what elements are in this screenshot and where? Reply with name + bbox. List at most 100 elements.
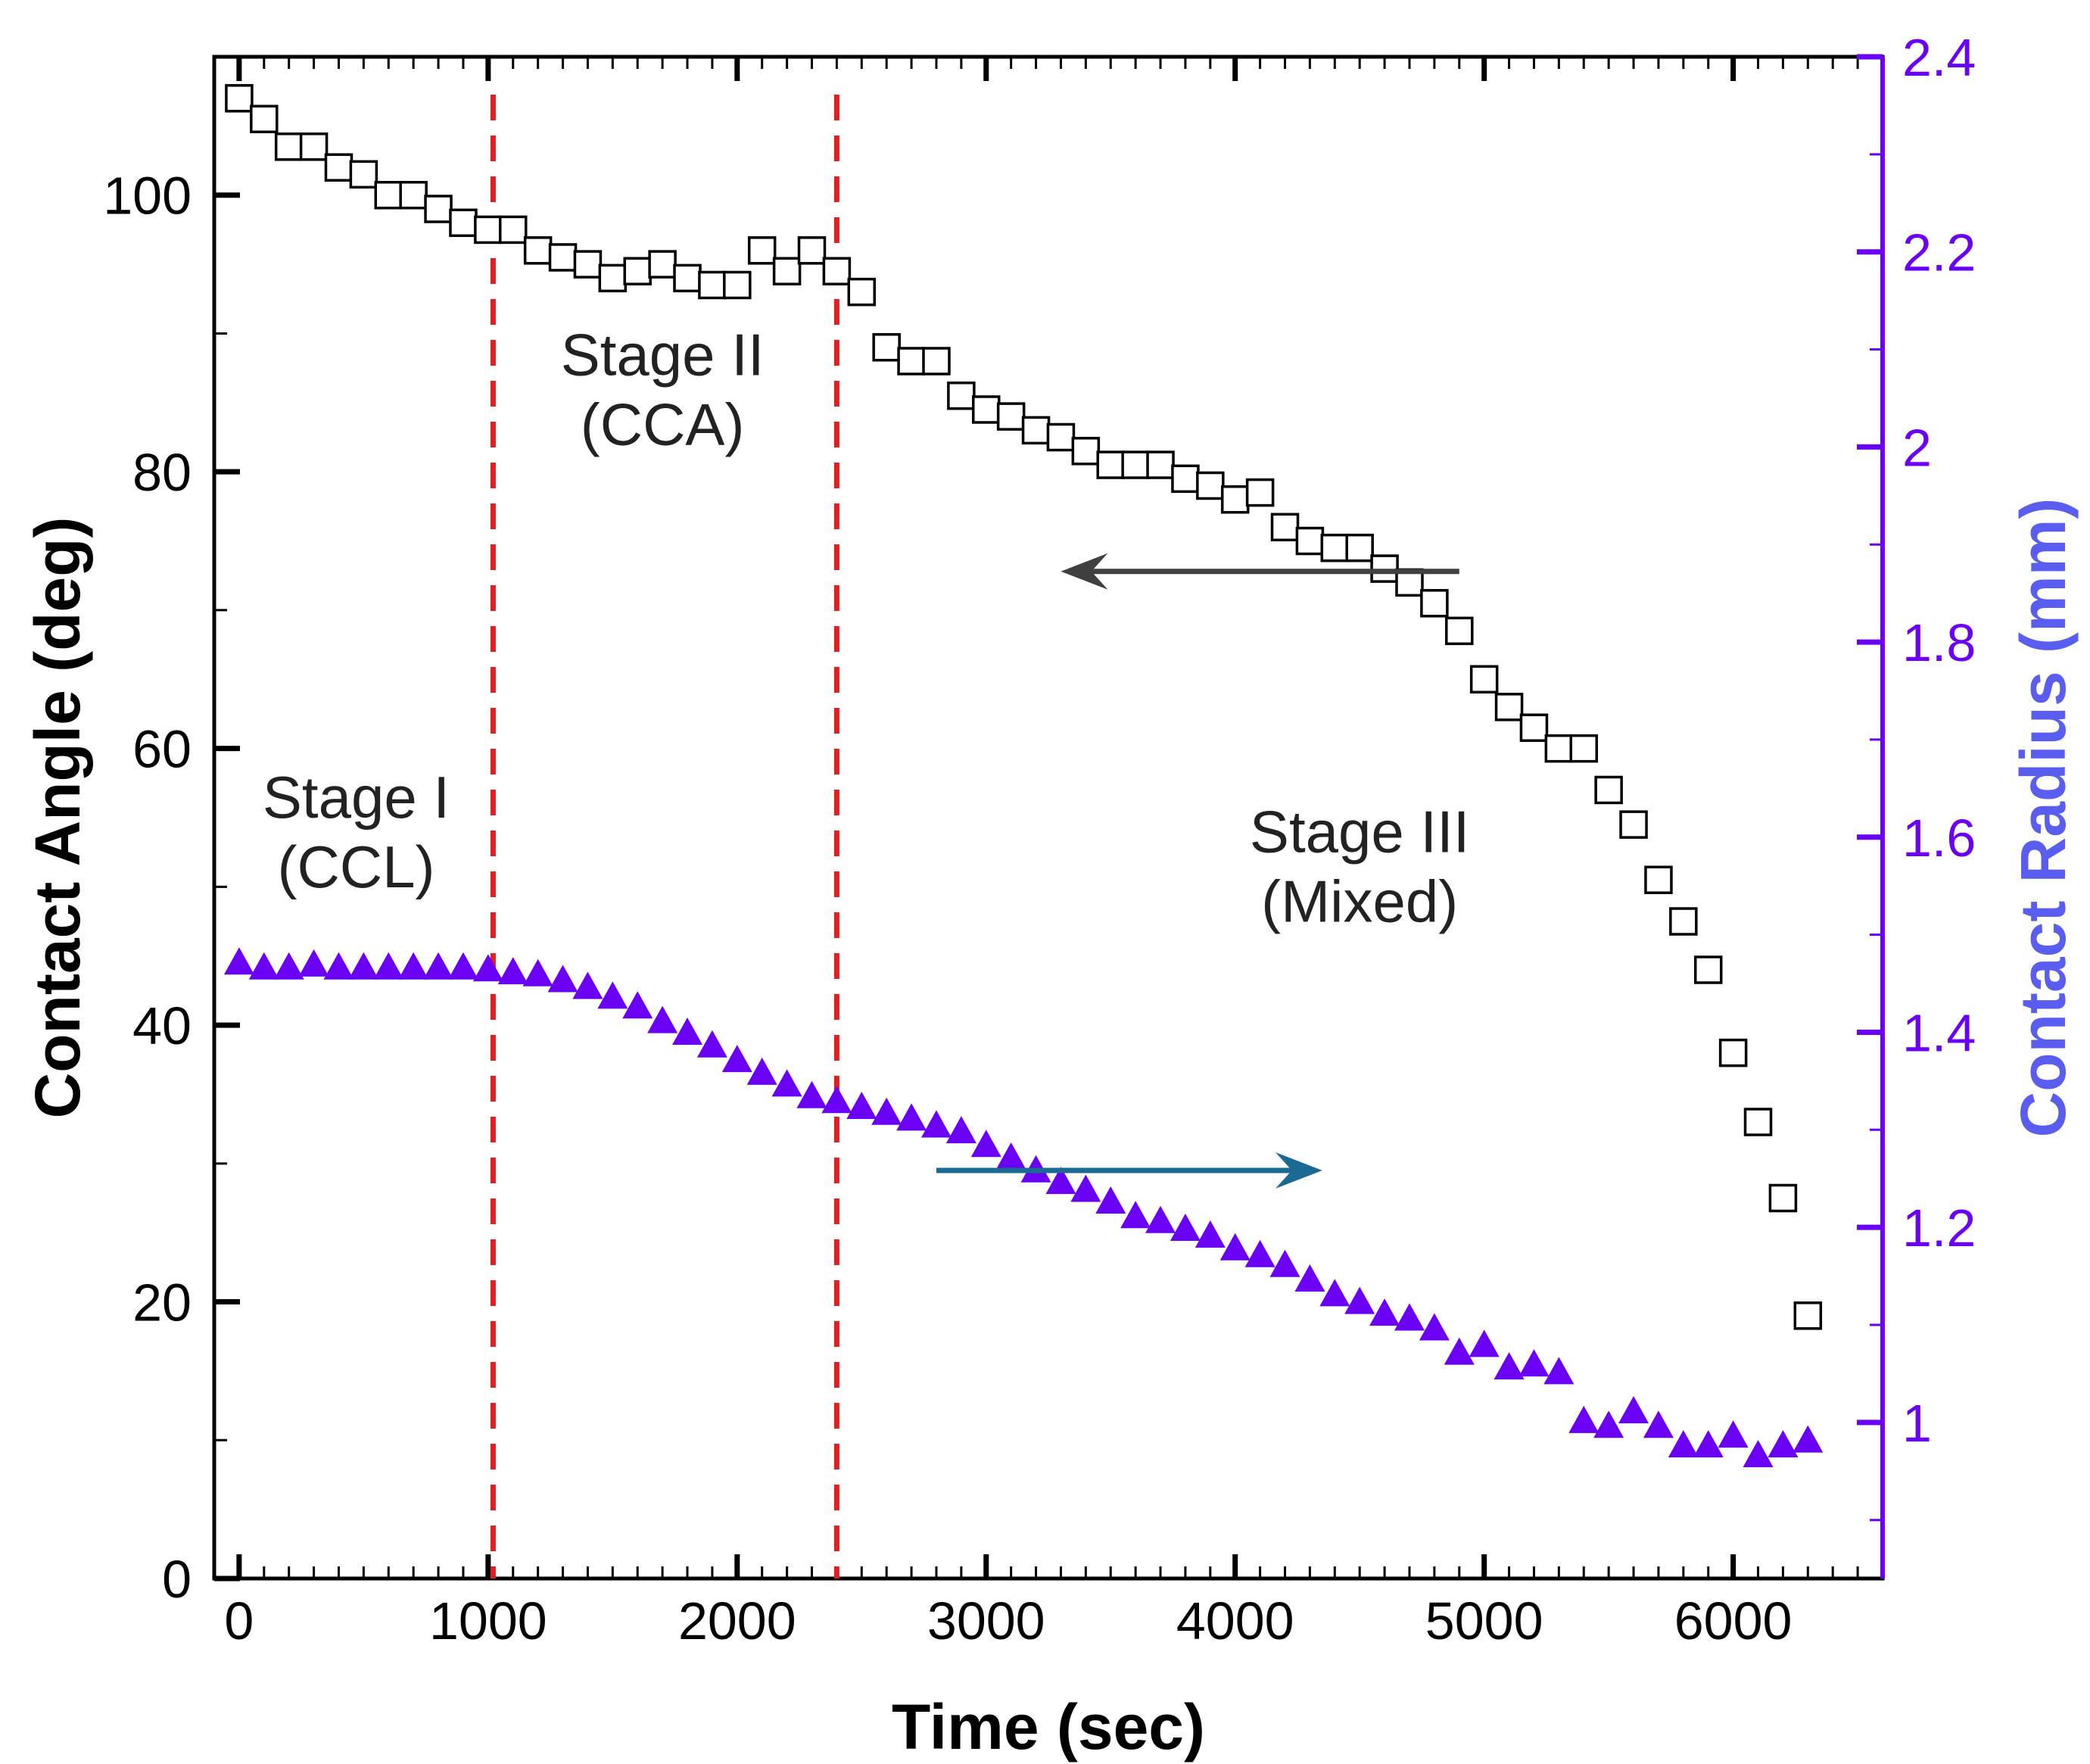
x-axis-ticks: 0 1000 2000 3000 4000 5000 6000 bbox=[224, 57, 1859, 1650]
contact-radius-point bbox=[348, 952, 379, 980]
contact-radius-point bbox=[896, 1103, 927, 1131]
x-tick-label: 3000 bbox=[927, 1591, 1045, 1650]
contact-radius-point bbox=[1593, 1410, 1624, 1438]
contact-angle-point bbox=[723, 270, 752, 300]
contact-radius-point bbox=[1444, 1337, 1475, 1365]
contact-radius-point bbox=[1170, 1214, 1201, 1242]
contact-angle-series bbox=[225, 84, 1823, 1330]
contact-radius-point bbox=[1718, 1420, 1749, 1448]
x-tick-label: 4000 bbox=[1176, 1591, 1294, 1650]
contact-radius-point bbox=[472, 954, 503, 982]
stage-divider-lines bbox=[490, 95, 839, 1579]
contact-radius-point bbox=[273, 952, 304, 980]
contact-radius-point bbox=[1045, 1167, 1076, 1195]
contact-radius-point bbox=[522, 958, 553, 986]
contact-angle-point bbox=[947, 381, 976, 410]
contact-radius-point bbox=[1294, 1264, 1325, 1292]
contact-angle-point bbox=[1743, 1108, 1773, 1136]
contact-radius-point bbox=[1643, 1410, 1674, 1438]
contact-angle-point bbox=[1693, 955, 1723, 984]
contact-angle-point bbox=[1793, 1301, 1823, 1330]
contact-angle-point bbox=[349, 160, 378, 189]
contact-angle-point bbox=[897, 347, 926, 376]
contact-angle-axis-arrow bbox=[1061, 553, 1459, 590]
contact-angle-point bbox=[299, 132, 329, 161]
contact-angle-point bbox=[648, 250, 677, 279]
contact-radius-point bbox=[1244, 1239, 1275, 1267]
x-tick-label: 2000 bbox=[678, 1591, 796, 1650]
contact-radius-point bbox=[622, 991, 653, 1019]
contact-radius-point bbox=[572, 971, 603, 999]
contact-angle-point bbox=[250, 104, 279, 133]
contact-angle-point bbox=[1071, 437, 1101, 466]
y-tick-label: 60 bbox=[132, 720, 192, 779]
y2-tick-label: 1.2 bbox=[1902, 1198, 1976, 1258]
y-tick-label: 80 bbox=[132, 443, 192, 502]
contact-angle-point bbox=[324, 153, 354, 182]
y-axis-right-title: Contact Radius (mm) bbox=[2007, 498, 2079, 1138]
contact-angle-point bbox=[972, 395, 1001, 424]
contact-radius-point bbox=[995, 1142, 1026, 1170]
contact-radius-point bbox=[1419, 1313, 1450, 1341]
x-tick-label: 5000 bbox=[1425, 1591, 1543, 1650]
y2-tick-label: 2.4 bbox=[1902, 28, 1976, 87]
contact-angle-point bbox=[747, 236, 777, 265]
contact-angle-point bbox=[1295, 526, 1325, 556]
contact-angle-point bbox=[772, 257, 802, 285]
contact-radius-point bbox=[1120, 1201, 1151, 1229]
stage-1-label-line: Stage I bbox=[263, 764, 450, 831]
contact-angle-point bbox=[1469, 665, 1499, 694]
contact-angle-point bbox=[523, 236, 553, 265]
contact-radius-point bbox=[323, 952, 354, 980]
arrow-head bbox=[1275, 1152, 1322, 1189]
stage-2-label-line: (CCA) bbox=[581, 391, 745, 457]
contact-angle-point bbox=[673, 263, 702, 293]
contact-angle-point bbox=[548, 243, 578, 272]
y-tick-label: 20 bbox=[132, 1273, 192, 1332]
y-axis-left-ticks: 0 20 40 60 80 100 bbox=[103, 55, 240, 1609]
contact-radius-point bbox=[1518, 1349, 1550, 1377]
contact-angle-point bbox=[623, 257, 652, 285]
x-tick-label: 0 bbox=[224, 1591, 254, 1650]
contact-angle-point bbox=[225, 84, 254, 113]
contact-radius-point bbox=[672, 1018, 703, 1046]
contact-angle-point bbox=[1519, 713, 1549, 742]
contact-radius-point bbox=[1319, 1279, 1350, 1307]
contact-angle-point bbox=[274, 132, 304, 161]
contact-radius-point bbox=[1219, 1233, 1251, 1261]
contact-angle-point bbox=[1644, 865, 1673, 894]
contact-radius-axis-arrow bbox=[936, 1152, 1322, 1189]
contact-angle-point bbox=[449, 208, 478, 238]
contact-radius-point bbox=[597, 981, 628, 1009]
contact-angle-point bbox=[872, 332, 901, 362]
contact-angle-point bbox=[1270, 513, 1300, 542]
contact-radius-point bbox=[1494, 1351, 1525, 1379]
contact-radius-point bbox=[1543, 1357, 1575, 1385]
contact-angle-point bbox=[1544, 734, 1574, 763]
contact-radius-point bbox=[721, 1045, 752, 1073]
contact-radius-point bbox=[547, 965, 578, 993]
contact-radius-point bbox=[1793, 1425, 1824, 1453]
contact-radius-point bbox=[1568, 1405, 1599, 1433]
contact-radius-point bbox=[1095, 1186, 1126, 1214]
contact-radius-point bbox=[746, 1057, 777, 1085]
contact-radius-point bbox=[1693, 1430, 1724, 1458]
contact-radius-point bbox=[1618, 1395, 1649, 1423]
contact-radius-point bbox=[223, 947, 254, 975]
contact-angle-point bbox=[399, 180, 428, 210]
contact-angle-point bbox=[1146, 450, 1175, 479]
y2-tick-label: 2.2 bbox=[1902, 223, 1976, 282]
arrow-head bbox=[1061, 553, 1108, 590]
contact-angle-point bbox=[598, 263, 628, 293]
contact-radius-point bbox=[1269, 1249, 1300, 1277]
contact-angle-point bbox=[847, 277, 877, 307]
contact-radius-point bbox=[696, 1030, 727, 1058]
contact-radius-point bbox=[1344, 1286, 1375, 1314]
contact-angle-point bbox=[1121, 450, 1150, 479]
contact-angle-point bbox=[1768, 1183, 1798, 1213]
contact-radius-point bbox=[373, 952, 404, 980]
axis-pointer-arrows bbox=[936, 553, 1459, 1189]
contact-angle-point bbox=[424, 195, 453, 223]
contact-radius-point bbox=[1070, 1174, 1101, 1202]
